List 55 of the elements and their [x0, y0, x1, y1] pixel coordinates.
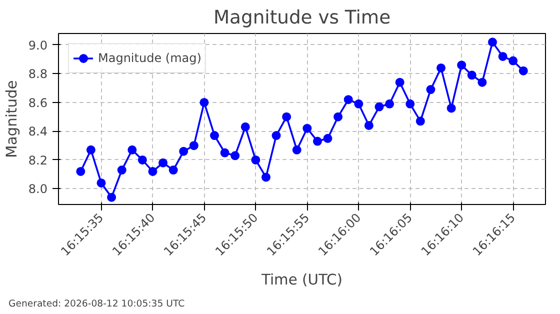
- point: [272, 131, 281, 140]
- point: [138, 155, 147, 164]
- y-tick-label: 8.6: [28, 96, 48, 110]
- point: [508, 56, 518, 66]
- point: [518, 66, 528, 76]
- point: [168, 166, 178, 175]
- point: [282, 112, 292, 122]
- point: [210, 131, 220, 140]
- point: [374, 102, 384, 112]
- point: [467, 70, 476, 80]
- point: [416, 116, 425, 126]
- y-tick-label: 8.8: [28, 67, 48, 82]
- point: [426, 85, 436, 94]
- point: [395, 78, 404, 87]
- point: [302, 124, 312, 133]
- y-tick-label: 8.0: [28, 182, 48, 196]
- point: [158, 158, 168, 168]
- point: [240, 122, 250, 132]
- point: [312, 136, 322, 146]
- point: [179, 146, 188, 156]
- point: [189, 141, 198, 150]
- point: [128, 145, 137, 154]
- point: [446, 104, 456, 113]
- legend-label: Magnitude (mag): [98, 51, 202, 65]
- point: [457, 60, 466, 70]
- y-tick-label: 9.0: [28, 38, 48, 52]
- y-tick-label: 8.4: [28, 124, 48, 139]
- y-tick-label: 8.2: [28, 153, 48, 168]
- point: [498, 52, 508, 61]
- point: [323, 134, 332, 143]
- point: [230, 151, 240, 160]
- chart-title: Magnitude vs Time: [213, 8, 391, 28]
- point: [76, 166, 86, 176]
- point: [148, 166, 158, 176]
- point: [251, 155, 260, 164]
- point: [344, 95, 353, 104]
- point: [292, 145, 302, 154]
- point: [406, 99, 415, 108]
- point: [86, 145, 96, 154]
- point: [354, 99, 364, 108]
- point: [220, 148, 230, 158]
- point: [436, 63, 446, 72]
- point: [107, 192, 116, 202]
- point: [96, 178, 106, 188]
- text: Generated: 2026-08-12 10:05:35 UTC: [8, 298, 185, 310]
- point: [385, 99, 394, 108]
- point: [117, 166, 126, 175]
- y-axis-title: Magnitude: [3, 80, 20, 158]
- x-axis-title: Time (UTC): [260, 272, 343, 289]
- point: [200, 98, 209, 107]
- point: [488, 38, 497, 47]
- point: [334, 112, 343, 122]
- point: [261, 172, 270, 182]
- point: [364, 120, 374, 130]
- point: [478, 78, 487, 87]
